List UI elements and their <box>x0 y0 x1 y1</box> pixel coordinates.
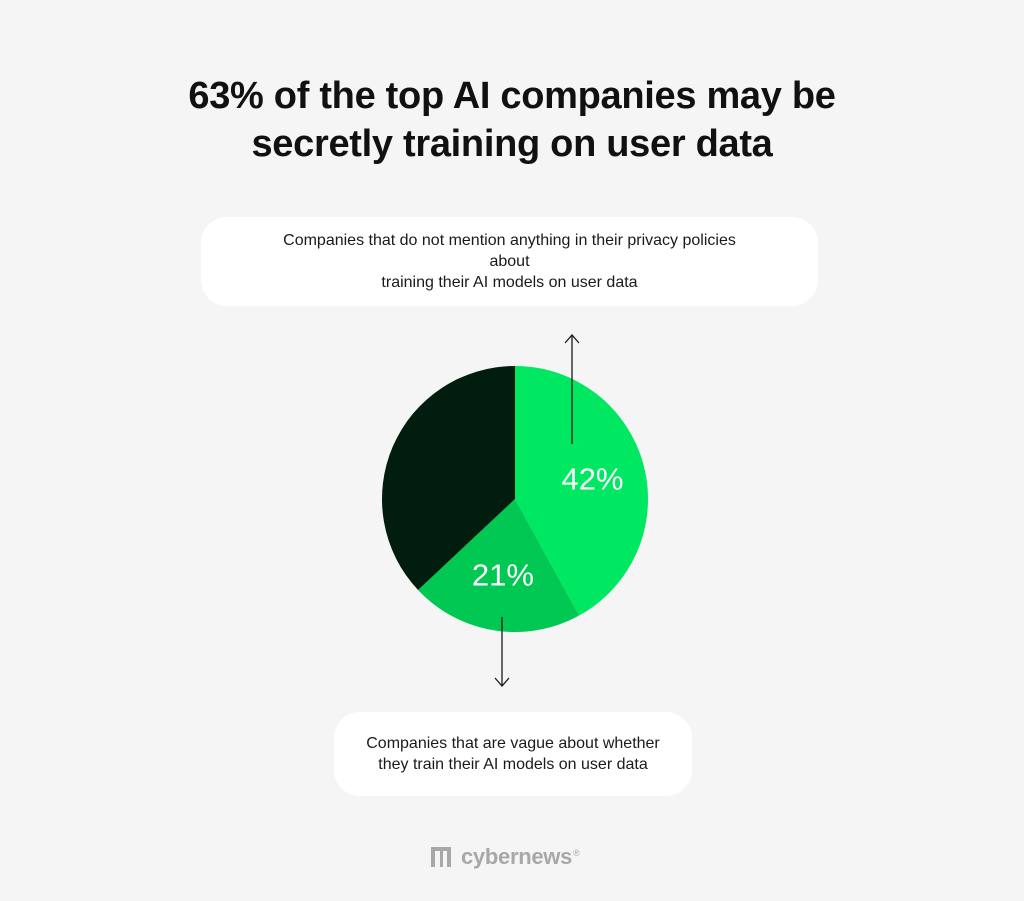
callout-not-mentioned-line-2: training their AI models on user data <box>381 274 638 291</box>
pie-slice-3 <box>382 366 515 591</box>
arrow-up-head <box>564 334 580 344</box>
pie-slice-1 <box>515 366 648 616</box>
arrow-up-to-top-callout <box>564 334 580 444</box>
chart-title: 63% of the top AI companies may be secre… <box>0 72 1024 168</box>
callout-vague-line-2: they train their AI models on user data <box>378 756 648 773</box>
chart-title-line-2: secretly training on user data <box>251 123 773 165</box>
callout-not-mentioned: Companies that do not mention anything i… <box>201 217 818 306</box>
pie-slices <box>382 366 648 632</box>
registered-mark: ® <box>573 848 580 858</box>
callout-not-mentioned-line-1: Companies that do not mention anything i… <box>283 232 736 270</box>
callout-vague: Companies that are vague about whether t… <box>334 712 692 796</box>
chart-title-line-1: 63% of the top AI companies may be <box>188 75 836 117</box>
cybernews-logo: cybernews ® <box>431 842 580 872</box>
pie-slice-label-2: 21% <box>472 558 534 593</box>
pie-labels: 42% 21% <box>472 462 624 593</box>
cybernews-logo-text: cybernews <box>461 844 573 869</box>
cybernews-logo-icon <box>431 847 451 867</box>
pie-slice-2 <box>418 499 580 632</box>
pie-slice-label-1: 42% <box>561 462 623 497</box>
callout-vague-line-1: Companies that are vague about whether <box>366 735 660 752</box>
arrow-down-head <box>494 677 510 687</box>
arrow-down-to-bottom-callout <box>494 617 510 687</box>
